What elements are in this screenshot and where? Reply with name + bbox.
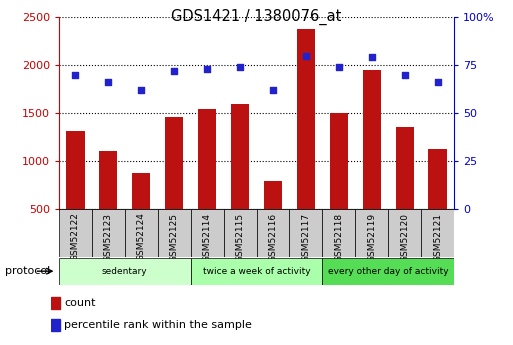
Text: protocol: protocol bbox=[5, 266, 50, 276]
Point bbox=[137, 87, 145, 93]
Point bbox=[368, 55, 376, 60]
Text: GSM52115: GSM52115 bbox=[235, 213, 245, 262]
Text: GSM52118: GSM52118 bbox=[334, 213, 343, 262]
Bar bbox=[198, 109, 216, 209]
Text: GSM52116: GSM52116 bbox=[268, 213, 278, 262]
Text: sedentary: sedentary bbox=[102, 267, 148, 276]
Text: twice a week of activity: twice a week of activity bbox=[203, 267, 310, 276]
Bar bbox=[330, 113, 348, 209]
Bar bbox=[66, 131, 85, 209]
Text: GSM52124: GSM52124 bbox=[137, 213, 146, 262]
Bar bbox=[428, 149, 447, 209]
Bar bbox=[158, 209, 191, 257]
Bar bbox=[100, 151, 117, 209]
Bar bbox=[165, 117, 183, 209]
Bar bbox=[132, 173, 150, 209]
Text: GSM52122: GSM52122 bbox=[71, 213, 80, 262]
Point bbox=[104, 80, 112, 85]
Bar bbox=[51, 319, 61, 331]
Point bbox=[269, 87, 277, 93]
Bar bbox=[396, 127, 413, 209]
Bar bbox=[125, 209, 158, 257]
Text: GSM52119: GSM52119 bbox=[367, 213, 376, 262]
Point bbox=[71, 72, 80, 78]
Text: GSM52121: GSM52121 bbox=[433, 213, 442, 262]
Bar bbox=[289, 209, 322, 257]
Point bbox=[401, 72, 409, 78]
Text: count: count bbox=[65, 298, 96, 308]
Point bbox=[433, 80, 442, 85]
Bar bbox=[256, 209, 289, 257]
Bar bbox=[59, 258, 191, 285]
Point bbox=[203, 66, 211, 72]
Point bbox=[170, 68, 179, 73]
Point bbox=[236, 64, 244, 70]
Bar bbox=[224, 209, 256, 257]
Bar bbox=[388, 209, 421, 257]
Bar bbox=[191, 258, 322, 285]
Point bbox=[334, 64, 343, 70]
Bar bbox=[322, 258, 454, 285]
Bar bbox=[355, 209, 388, 257]
Text: GSM52117: GSM52117 bbox=[301, 213, 310, 262]
Bar bbox=[51, 297, 61, 309]
Bar bbox=[322, 209, 355, 257]
Bar bbox=[363, 70, 381, 209]
Text: GSM52120: GSM52120 bbox=[400, 213, 409, 262]
Bar bbox=[421, 209, 454, 257]
Bar bbox=[92, 209, 125, 257]
Bar bbox=[59, 209, 92, 257]
Bar bbox=[191, 209, 224, 257]
Text: GSM52114: GSM52114 bbox=[203, 213, 212, 262]
Text: GSM52123: GSM52123 bbox=[104, 213, 113, 262]
Point bbox=[302, 53, 310, 58]
Bar bbox=[264, 181, 282, 209]
Text: percentile rank within the sample: percentile rank within the sample bbox=[65, 320, 252, 330]
Bar bbox=[231, 105, 249, 209]
Text: GSM52125: GSM52125 bbox=[170, 213, 179, 262]
Bar bbox=[297, 29, 315, 209]
Text: every other day of activity: every other day of activity bbox=[328, 267, 448, 276]
Text: GDS1421 / 1380076_at: GDS1421 / 1380076_at bbox=[171, 9, 342, 25]
